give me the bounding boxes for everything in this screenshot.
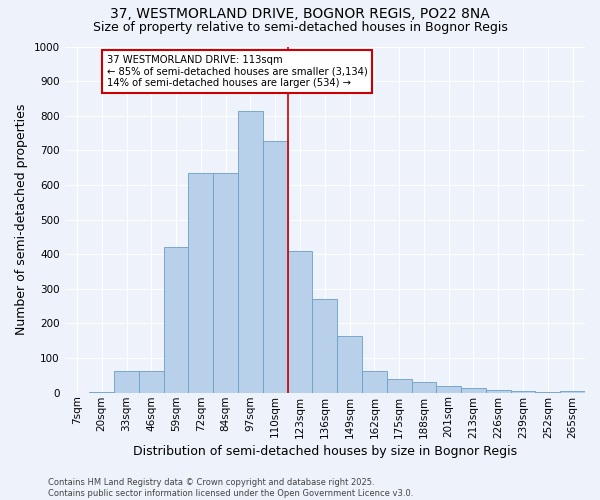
X-axis label: Distribution of semi-detached houses by size in Bognor Regis: Distribution of semi-detached houses by … <box>133 444 517 458</box>
Bar <box>188 173 213 392</box>
Bar <box>164 248 188 392</box>
Text: Size of property relative to semi-detached houses in Bognor Regis: Size of property relative to semi-detach… <box>92 21 508 34</box>
Bar <box>263 140 287 392</box>
Bar <box>313 299 337 392</box>
Bar <box>387 379 412 392</box>
Bar <box>287 252 313 392</box>
Y-axis label: Number of semi-detached properties: Number of semi-detached properties <box>15 104 28 336</box>
Bar <box>213 173 238 392</box>
Bar <box>238 110 263 392</box>
Bar <box>511 391 535 392</box>
Bar <box>412 382 436 392</box>
Text: 37 WESTMORLAND DRIVE: 113sqm
← 85% of semi-detached houses are smaller (3,134)
1: 37 WESTMORLAND DRIVE: 113sqm ← 85% of se… <box>107 55 367 88</box>
Bar <box>114 371 139 392</box>
Bar <box>139 371 164 392</box>
Bar <box>337 336 362 392</box>
Text: Contains HM Land Registry data © Crown copyright and database right 2025.
Contai: Contains HM Land Registry data © Crown c… <box>48 478 413 498</box>
Bar <box>436 386 461 392</box>
Text: 37, WESTMORLAND DRIVE, BOGNOR REGIS, PO22 8NA: 37, WESTMORLAND DRIVE, BOGNOR REGIS, PO2… <box>110 8 490 22</box>
Bar <box>560 391 585 392</box>
Bar <box>486 390 511 392</box>
Bar <box>461 388 486 392</box>
Bar <box>362 371 387 392</box>
